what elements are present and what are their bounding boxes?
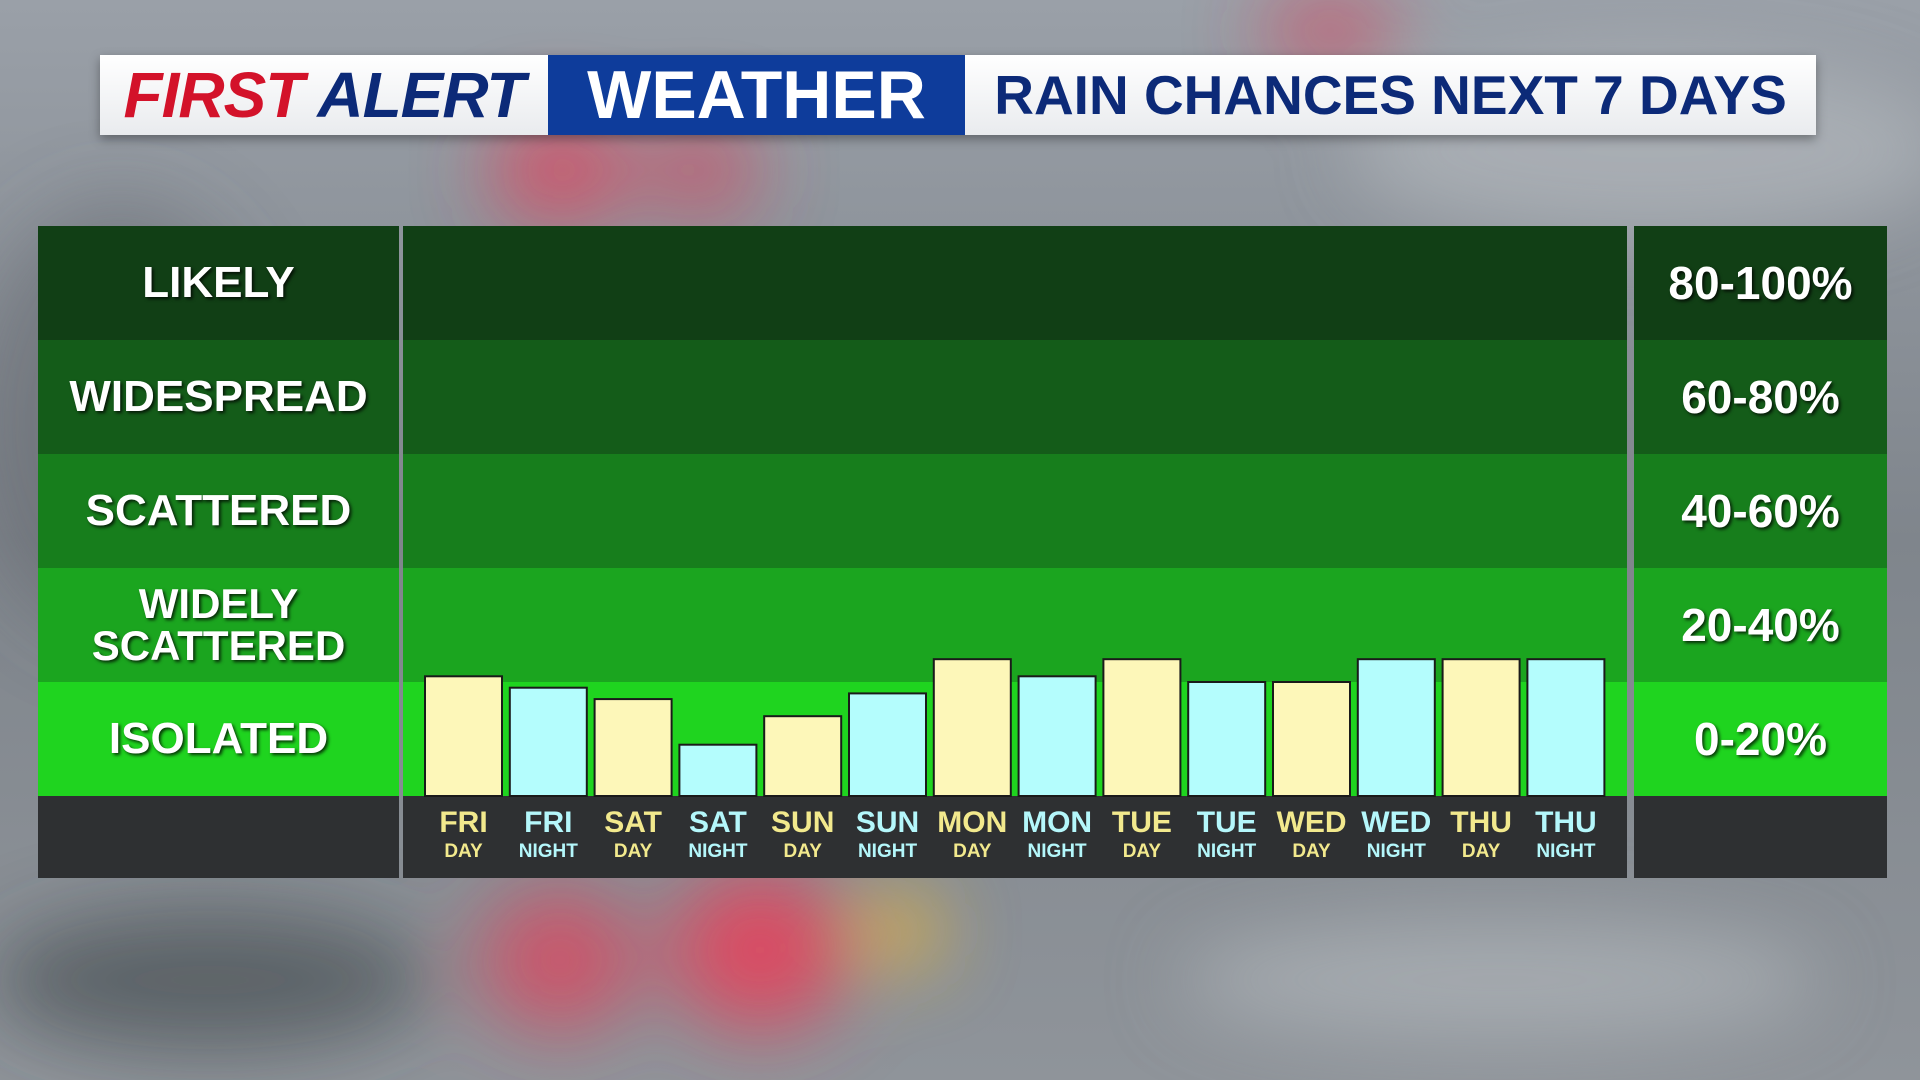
plot-band-likely [403, 226, 1627, 340]
bar-fri-night [508, 686, 588, 798]
tick-period-thu-day: DAY [1462, 841, 1501, 862]
tick-day-thu-night: THU [1535, 806, 1597, 839]
plot-footer [403, 796, 1627, 878]
category-scattered: SCATTERED [85, 486, 352, 535]
tick-period-fri-day: DAY [444, 841, 483, 862]
brand-weather-text: WEATHER [548, 55, 965, 135]
bar-sun-night [848, 692, 927, 797]
pct-band-isolated-bg [1634, 682, 1887, 796]
tick-period-wed-night: NIGHT [1367, 841, 1427, 862]
tick-day-wed-day: WED [1277, 806, 1347, 839]
bar-wed-day [1272, 681, 1351, 797]
tick-period-thu-night: NIGHT [1536, 841, 1596, 862]
percentage-label-panel: 80-100% 60-80% 40-60% 20-40% 0-20% [1634, 226, 1887, 878]
range-40-60: 40-60% [1681, 485, 1840, 537]
tick-period-sat-night: NIGHT [688, 841, 748, 862]
tick-period-tue-day: DAY [1123, 841, 1162, 862]
tick-day-sun-day: SUN [771, 806, 834, 839]
tick-period-mon-night: NIGHT [1028, 841, 1088, 862]
tick-period-wed-day: DAY [1292, 841, 1331, 862]
tick-period-sun-day: DAY [784, 841, 823, 862]
bar-sat-night [678, 743, 758, 798]
range-80-100: 80-100% [1668, 257, 1853, 309]
tick-period-sun-night: NIGHT [858, 841, 918, 862]
brand-alert-text: ALERT [317, 59, 525, 131]
band-isolated-bg [38, 682, 399, 796]
bar-tue-day [1102, 658, 1182, 798]
category-widely-scattered: WIDELY SCATTERED [91, 580, 346, 669]
category-label-panel: LIKELY WIDESPREAD SCATTERED WIDELY SCATT… [38, 226, 399, 878]
band-widely-scattered-bg [38, 568, 399, 682]
tick-day-sat-night: SAT [689, 806, 747, 839]
headline-text: RAIN CHANCES NEXT 7 DAYS [965, 55, 1816, 135]
band-likely-bg [38, 226, 399, 340]
tick-period-fri-night: NIGHT [519, 841, 579, 862]
pct-band-widely-scattered-bg [1634, 568, 1887, 682]
pct-band-likely-bg [1634, 226, 1887, 340]
brand-first-text: FIRST [123, 59, 304, 131]
tick-day-mon-day: MON [937, 806, 1007, 839]
bar-sun-day [763, 715, 843, 798]
bar-sat-day [593, 698, 673, 798]
bar-fri-day [424, 675, 503, 797]
tick-day-fri-night: FRI [524, 806, 572, 839]
pct-band-widespread-bg [1634, 340, 1887, 454]
category-likely: LIKELY [142, 258, 295, 307]
brand-logo: FIRST ALERT [100, 55, 548, 135]
tick-day-fri-day: FRI [439, 806, 487, 839]
tick-day-wed-night: WED [1361, 806, 1431, 839]
tick-day-sat-day: SAT [604, 806, 662, 839]
pct-band-scattered-bg [1634, 454, 1887, 568]
tick-period-tue-night: NIGHT [1197, 841, 1257, 862]
bar-mon-night [1017, 675, 1097, 797]
tick-day-tue-night: TUE [1197, 806, 1257, 839]
tick-period-sat-day: DAY [614, 841, 653, 862]
bar-thu-day [1441, 658, 1521, 798]
bar-thu-night [1526, 658, 1606, 798]
tick-day-mon-night: MON [1022, 806, 1092, 839]
category-isolated: ISOLATED [108, 714, 329, 763]
tick-day-thu-day: THU [1450, 806, 1512, 839]
bar-wed-night [1356, 658, 1436, 798]
bar-chart-svg: FRIDAYFRINIGHTSATDAYSATNIGHTSUNDAYSUNNIG… [424, 658, 1606, 862]
bar-mon-day [932, 658, 1012, 798]
band-scattered-bg [38, 454, 399, 568]
right-footer [1634, 796, 1887, 878]
tick-day-sun-night: SUN [856, 806, 919, 839]
tick-period-mon-day: DAY [953, 841, 992, 862]
rain-chance-plot: FRI DAY FRI NIGHT SAT DAY SAT NIGHT SUN DAY SUN NIG… [403, 226, 1627, 878]
bar-tue-night [1187, 681, 1267, 797]
tick-day-tue-day: TUE [1112, 806, 1172, 839]
plot-band-scattered [403, 454, 1627, 568]
range-60-80: 60-80% [1681, 371, 1840, 423]
range-20-40: 20-40% [1681, 599, 1840, 651]
left-footer [38, 796, 399, 878]
category-widespread: WIDESPREAD [69, 372, 368, 421]
header-banner: FIRST ALERT WEATHER RAIN CHANCES NEXT 7 … [100, 55, 1816, 135]
range-0-20: 0-20% [1694, 713, 1827, 765]
band-widespread-bg [38, 340, 399, 454]
plot-band-widespread [403, 340, 1627, 454]
